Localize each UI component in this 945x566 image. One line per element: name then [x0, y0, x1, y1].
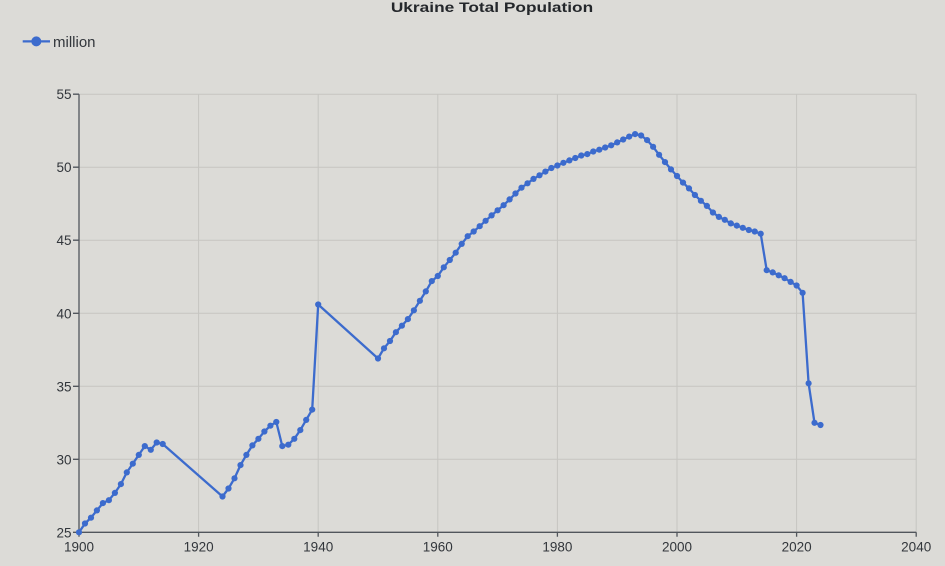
svg-text:1920: 1920: [184, 540, 214, 555]
svg-text:2000: 2000: [662, 540, 692, 555]
svg-text:35: 35: [56, 379, 71, 394]
svg-text:40: 40: [56, 306, 71, 321]
svg-text:55: 55: [56, 87, 71, 102]
svg-text:1900: 1900: [64, 540, 94, 555]
svg-text:Ukraine Total Population: Ukraine Total Population: [391, 0, 593, 15]
svg-text:2040: 2040: [901, 540, 931, 555]
svg-text:50: 50: [56, 160, 71, 175]
svg-text:30: 30: [56, 452, 71, 467]
svg-text:1980: 1980: [542, 540, 572, 555]
svg-text:1940: 1940: [303, 540, 333, 555]
svg-text:2020: 2020: [782, 540, 812, 555]
svg-text:1960: 1960: [423, 540, 453, 555]
svg-text:25: 25: [56, 525, 71, 540]
svg-text:million: million: [53, 34, 96, 51]
svg-text:45: 45: [56, 233, 71, 248]
